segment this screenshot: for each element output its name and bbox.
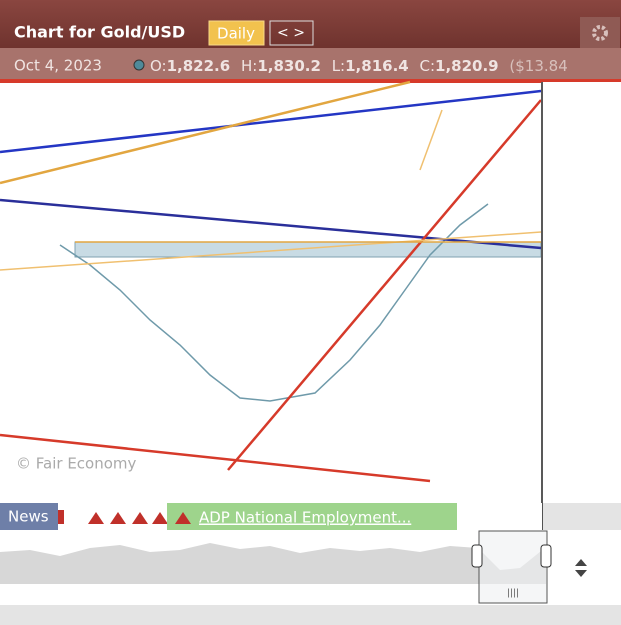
trend-line [419, 109, 443, 171]
nav-label: < > [277, 25, 305, 41]
open-label: O: [150, 57, 167, 75]
y-axis-panel [541, 82, 621, 503]
zone [74, 241, 542, 258]
drawings [0, 80, 542, 483]
navigator-area [0, 543, 546, 584]
news-event[interactable]: ADP National Employment... [199, 509, 411, 527]
news-label: News [8, 508, 49, 526]
impact-icons [58, 510, 168, 524]
low-value: 1,816.4 [345, 57, 409, 75]
trend-line [227, 99, 542, 471]
high-value: 1,830.2 [257, 57, 321, 75]
series-dot [133, 59, 145, 71]
info-date: Oct 4, 2023 [14, 57, 102, 75]
ohlc-row: O:1,822.6 H:1,830.2 L:1,816.4 C:1,820.9 … [150, 57, 568, 75]
timeframe-label: Daily [217, 25, 255, 43]
change-value: ($13.84 [509, 57, 567, 75]
navigator-grip: |||| [507, 589, 519, 599]
watermark: © Fair Economy [16, 455, 137, 473]
news-tab[interactable] [0, 503, 58, 530]
scroll-down[interactable] [575, 570, 587, 577]
plot-background [0, 82, 621, 503]
top-price-line [0, 79, 621, 83]
trend-line [0, 198, 542, 250]
trend-line [0, 80, 411, 185]
settings-button[interactable] [580, 17, 620, 48]
close-value: 1,820.9 [435, 57, 499, 75]
moving-average [59, 203, 489, 402]
trend-line [0, 89, 542, 154]
news-highlight [167, 503, 457, 530]
navigator-handle[interactable] [540, 544, 552, 568]
high-label: H: [241, 57, 257, 75]
header [0, 0, 621, 48]
low-label: L: [332, 57, 345, 75]
trend-line [0, 231, 542, 271]
navigator-handle[interactable] [471, 544, 483, 568]
close-label: C: [420, 57, 436, 75]
scroll-up[interactable] [575, 559, 587, 566]
impact-icon [175, 512, 191, 524]
timeframe-button[interactable] [208, 20, 265, 46]
nav-button[interactable] [269, 20, 314, 46]
trend-line [0, 433, 431, 483]
gear-icon [592, 25, 608, 41]
open-value: 1,822.6 [167, 57, 231, 75]
title: Chart for Gold/USD [14, 23, 185, 42]
navigator-window[interactable] [478, 530, 548, 604]
info-bar [0, 48, 621, 82]
